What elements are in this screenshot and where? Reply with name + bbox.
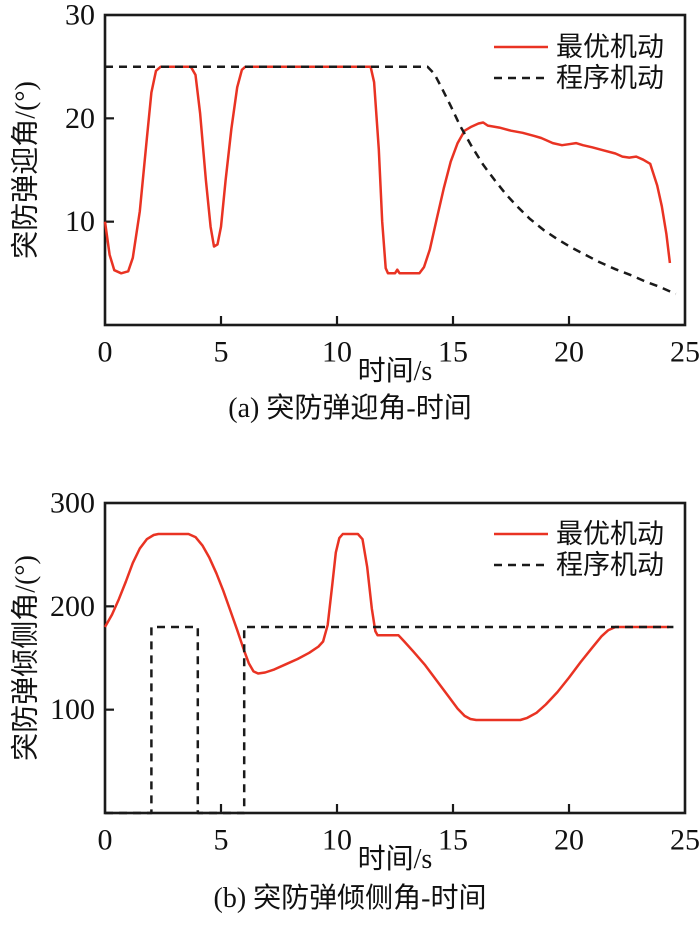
- x-tick-label: 15: [438, 824, 468, 857]
- series-line-dashed: [105, 625, 674, 815]
- legend-label: 最优机动: [556, 519, 664, 549]
- x-tick-label: 5: [214, 824, 229, 857]
- series-line-dashed: [105, 65, 677, 296]
- chart-a-xlabel: 时间/s: [357, 356, 433, 387]
- chart-a-caption: (a) 突防弹迎角-时间: [228, 393, 472, 424]
- plot-border: [103, 13, 687, 327]
- series-line-solid: [103, 65, 672, 275]
- x-tick-label: 20: [554, 824, 584, 857]
- x-tick-label: 15: [438, 336, 468, 369]
- plot-border: [103, 501, 687, 815]
- x-tick-label: 25: [670, 336, 700, 369]
- x-tick-label: 0: [98, 336, 113, 369]
- x-tick-label: 10: [322, 824, 352, 857]
- series-line-solid: [103, 532, 669, 722]
- legend-label: 程序机动: [556, 63, 664, 93]
- y-tick-label: 30: [65, 0, 95, 32]
- y-tick-label: 10: [65, 205, 95, 238]
- y-axis-label: 突防弹倾侧角/(°): [10, 555, 42, 761]
- x-tick-label: 25: [670, 824, 700, 857]
- y-tick-label: 100: [50, 693, 95, 726]
- chart-b-caption: (b) 突防弹倾侧角-时间: [213, 883, 487, 914]
- y-tick-label: 300: [50, 487, 95, 520]
- y-tick-label: 20: [65, 102, 95, 135]
- x-tick-label: 20: [554, 336, 584, 369]
- legend-label: 最优机动: [556, 32, 664, 62]
- x-tick-label: 0: [98, 824, 113, 857]
- y-axis-label: 突防弹迎角/(°): [10, 81, 42, 259]
- legend-label: 程序机动: [556, 550, 664, 580]
- y-tick-label: 200: [50, 590, 95, 623]
- chart-b-xlabel: 时间/s: [357, 844, 433, 875]
- x-tick-label: 10: [322, 336, 352, 369]
- x-tick-label: 5: [214, 336, 229, 369]
